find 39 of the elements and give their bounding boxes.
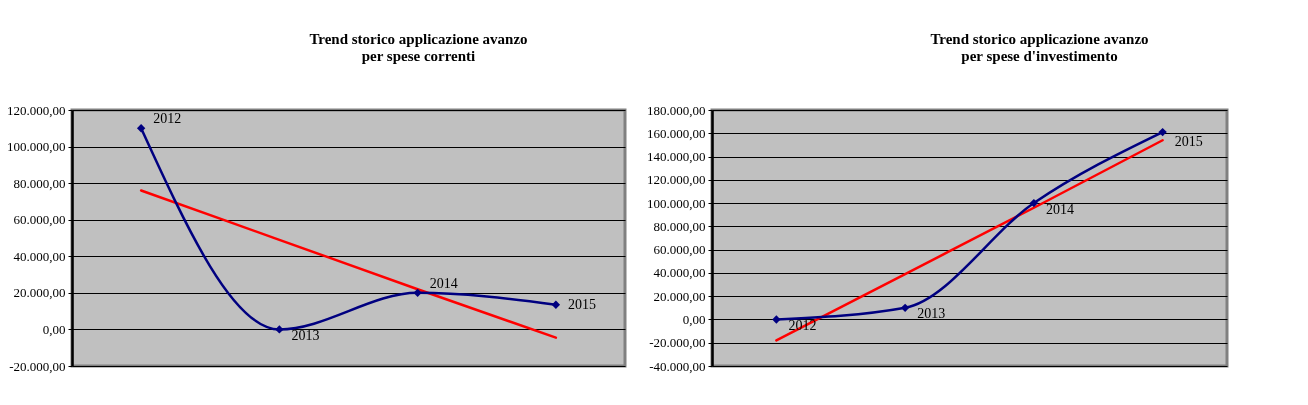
- x-tick-label: 2013: [291, 328, 320, 344]
- y-tick-label: 100.000,00: [7, 139, 66, 155]
- y-tick-label: 160.000,00: [647, 125, 706, 141]
- y-tick-label: 120.000,00: [647, 172, 706, 188]
- x-tick-label: 2013: [917, 305, 946, 321]
- x-tick-label: 2015: [567, 296, 596, 312]
- chart-title: Trend storico applicazione avanzo per spese correnti: [309, 31, 528, 64]
- line-series: [775, 139, 1164, 342]
- point: [275, 325, 284, 334]
- x-tick-label: 2012: [153, 111, 182, 127]
- y-tick-label: -20.000,00: [649, 335, 706, 351]
- y-tick-label: 60.000,00: [13, 212, 66, 228]
- x-tick-label: 2015: [1174, 134, 1203, 150]
- y-tick-label: 20.000,00: [13, 285, 66, 301]
- y-tick-label: 100.000,00: [647, 195, 706, 211]
- point: [1029, 198, 1039, 208]
- y-tick-label: 80.000,00: [653, 218, 706, 234]
- x-tick-label: 2014: [1045, 202, 1074, 218]
- y-tick-label: 140.000,00: [647, 149, 706, 165]
- y-tick-label: -20.000,00: [9, 358, 66, 374]
- y-tick-label: 0,00: [682, 311, 706, 327]
- point: [900, 303, 910, 312]
- y-tick-label: 60.000,00: [653, 242, 706, 258]
- point: [413, 288, 422, 298]
- point: [1158, 127, 1167, 137]
- y-tick-label: 80.000,00: [13, 175, 66, 191]
- point: [551, 300, 561, 309]
- y-tick-label: 20.000,00: [653, 288, 706, 304]
- y-tick-label: 180.000,00: [647, 102, 706, 118]
- point: [136, 124, 146, 133]
- y-tick-label: 40.000,00: [653, 265, 706, 281]
- y-tick-label: -40.000,00: [649, 358, 706, 374]
- point: [772, 315, 781, 324]
- y-tick-label: 40.000,00: [13, 248, 66, 264]
- line-series: [139, 189, 558, 339]
- chart-title: Trend storico applicazione avanzo per spese d'investimento: [930, 31, 1149, 64]
- x-tick-label: 2014: [429, 275, 458, 291]
- y-tick-label: 0,00: [42, 321, 66, 337]
- y-tick-label: 120.000,00: [7, 102, 66, 118]
